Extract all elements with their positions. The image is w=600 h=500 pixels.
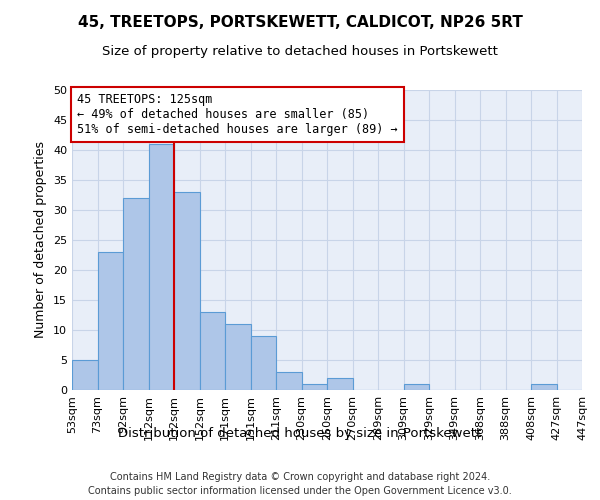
Bar (251, 336, 276, 390)
Bar (404, 384, 429, 390)
Text: 45, TREETOPS, PORTSKEWETT, CALDICOT, NP26 5RT: 45, TREETOPS, PORTSKEWETT, CALDICOT, NP2… (77, 15, 523, 30)
Y-axis label: Number of detached properties: Number of detached properties (34, 142, 47, 338)
Bar (276, 372, 302, 390)
Bar (174, 192, 199, 390)
Bar (531, 384, 557, 390)
Bar (123, 198, 149, 390)
Bar (199, 312, 225, 390)
Bar (327, 378, 353, 390)
Bar (72, 360, 97, 390)
Text: Contains public sector information licensed under the Open Government Licence v3: Contains public sector information licen… (88, 486, 512, 496)
Text: 45 TREETOPS: 125sqm
← 49% of detached houses are smaller (85)
51% of semi-detach: 45 TREETOPS: 125sqm ← 49% of detached ho… (77, 93, 398, 136)
Bar (302, 384, 327, 390)
Text: Contains HM Land Registry data © Crown copyright and database right 2024.: Contains HM Land Registry data © Crown c… (110, 472, 490, 482)
Bar (97, 252, 123, 390)
Bar (225, 324, 251, 390)
Bar (149, 144, 174, 390)
Text: Size of property relative to detached houses in Portskewett: Size of property relative to detached ho… (102, 45, 498, 58)
Text: Distribution of detached houses by size in Portskewett: Distribution of detached houses by size … (118, 428, 482, 440)
